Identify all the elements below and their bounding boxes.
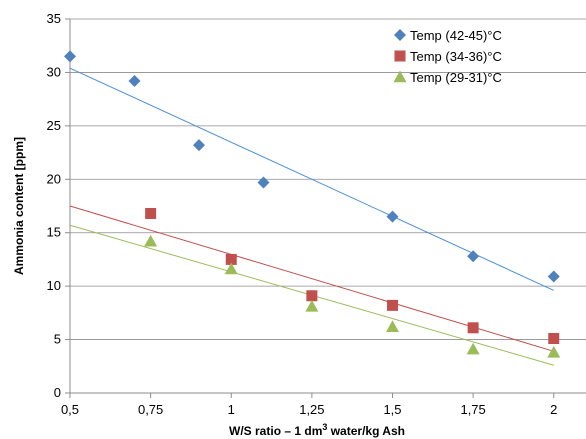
point-series-2-5 [547, 345, 561, 358]
legend-marker-1 [394, 50, 406, 62]
x-tick-label-3: 1,25 [299, 402, 324, 417]
gridlines [70, 18, 586, 340]
point-series-0-0 [64, 50, 76, 63]
x-tick-label-6: 2 [550, 402, 557, 417]
point-series-0-6 [547, 270, 560, 283]
x-tick-labels: 0,5 0,75 1 1,25 1,5 1,75 2 [61, 402, 557, 417]
y-tick-label-1: 5 [54, 332, 61, 347]
trendline-series-1 [69, 205, 554, 352]
point-series-2-2 [305, 299, 319, 312]
x-tick-label-2: 1 [228, 402, 235, 417]
y-tick-label-3: 15 [47, 225, 61, 240]
point-series-2-4 [466, 342, 480, 355]
legend-label-1: Temp (34-36)°C [410, 49, 502, 64]
y-tick-label-4: 20 [47, 171, 61, 186]
point-series-0-4 [386, 210, 399, 223]
point-series-1-5 [548, 333, 560, 345]
axes [65, 18, 586, 398]
point-series-0-2 [193, 139, 205, 152]
y-tick-label-2: 10 [47, 278, 61, 293]
y-tick-label-7: 35 [47, 11, 61, 26]
point-series-1-3 [387, 299, 398, 311]
legend-label-2: Temp (29-31)°C [410, 70, 502, 85]
x-axis-title-end: water/kg Ash [327, 424, 405, 438]
x-tick-label-1: 0,75 [138, 402, 163, 417]
point-series-1-0 [145, 207, 157, 219]
point-series-1-1 [225, 253, 237, 265]
legend-marker-2 [393, 70, 407, 83]
point-series-2-1 [224, 262, 238, 275]
point-series-2-0 [144, 234, 158, 247]
y-axis-title: Ammonia content [ppm] [12, 137, 26, 275]
point-series-1-2 [306, 290, 318, 302]
y-tick-label-5: 25 [47, 118, 61, 133]
point-series-0-1 [128, 74, 141, 87]
y-tick-label-0: 0 [54, 385, 61, 400]
point-series-0-5 [467, 250, 480, 263]
legend: Temp (42-45)°C Temp (34-36)°C Temp (29-31)… [393, 28, 502, 85]
x-tick-label-4: 1,5 [383, 402, 401, 417]
point-series-0-3 [257, 176, 270, 189]
data-points [64, 50, 561, 358]
x-tick-label-0: 0,5 [61, 402, 79, 417]
x-axis-title-main: W/S ratio – 1 dm [229, 424, 322, 438]
legend-marker-0 [394, 29, 406, 41]
y-tick-labels: 0 5 10 15 20 25 30 35 [47, 11, 61, 400]
x-tick-label-5: 1,75 [460, 402, 485, 417]
trendlines [69, 67, 554, 366]
legend-label-0: Temp (42-45)°C [410, 28, 502, 43]
y-tick-label-6: 30 [47, 64, 61, 79]
x-axis-title-superscript: 3 [322, 422, 327, 432]
point-series-1-4 [467, 322, 479, 334]
x-axis-title: W/S ratio – 1 dm3 water/kg Ash [229, 422, 405, 438]
point-series-2-3 [386, 320, 399, 332]
